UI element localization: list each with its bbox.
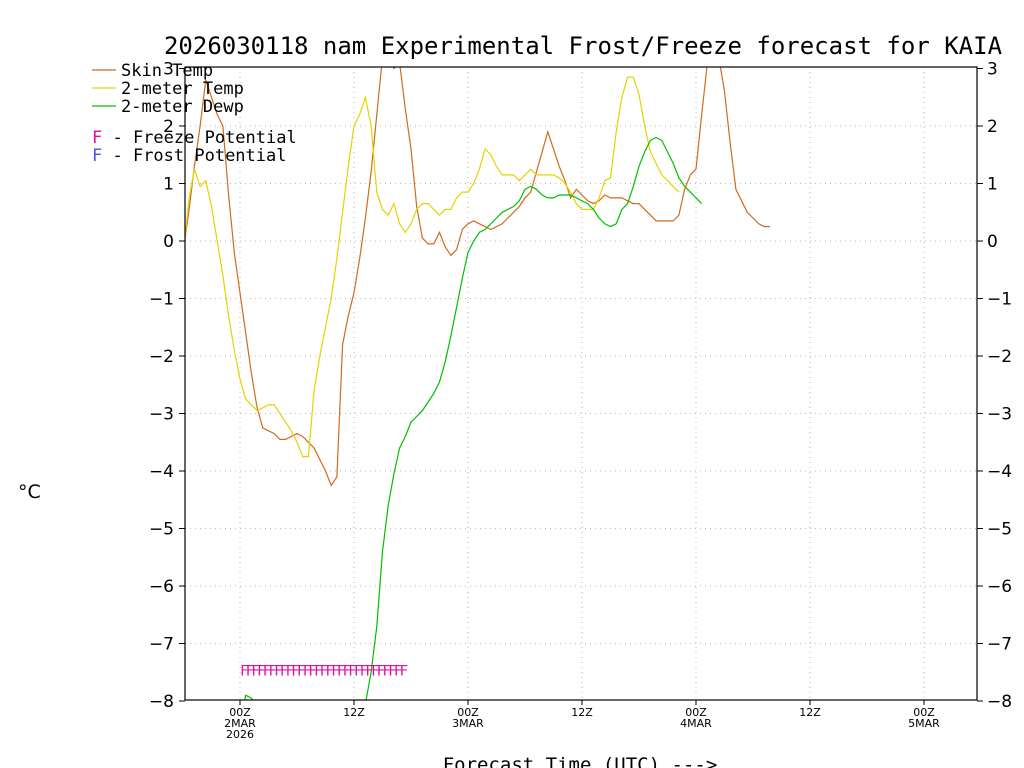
y-tick-label-left: 0 xyxy=(163,232,174,252)
y-tick-label-right: 2 xyxy=(987,117,998,137)
y-tick-label-left: 1 xyxy=(163,175,174,195)
x-tick-label: 00Z xyxy=(685,706,707,719)
x-tick-label: 4MAR xyxy=(680,717,712,730)
x-tick-label: 12Z xyxy=(343,706,365,719)
freeze-mark: F xyxy=(371,663,379,679)
freeze-mark: F xyxy=(308,663,316,679)
freeze-mark: F xyxy=(337,663,345,679)
y-tick-label-right: −1 xyxy=(987,290,1012,310)
freeze-mark: F xyxy=(251,663,259,679)
y-tick-label-left: −6 xyxy=(149,577,174,597)
potential-legend-item: F - Freeze Potential xyxy=(92,128,297,148)
x-axis-label: Forecast Time (UTC) ---> xyxy=(443,754,718,768)
freeze-mark: F xyxy=(348,663,356,679)
series-line-skin xyxy=(185,67,771,487)
x-tick-label: 00Z xyxy=(913,706,935,719)
y-tick-label-right: −3 xyxy=(987,405,1012,425)
y-tick-label-right: 3 xyxy=(987,60,998,80)
potential-legend-item: F - Frost Potential xyxy=(92,146,286,166)
y-tick-label-right: −6 xyxy=(987,577,1012,597)
freeze-mark: F xyxy=(303,663,311,679)
chart-title: 2026030118 nam Experimental Frost/Freeze… xyxy=(164,32,1003,60)
y-axis-label: °C xyxy=(18,481,41,503)
freeze-mark: F xyxy=(400,663,408,679)
series-lines xyxy=(185,67,771,700)
freeze-mark: F xyxy=(383,663,391,679)
freeze-mark: F xyxy=(320,663,328,679)
y-tick-label-left: −1 xyxy=(149,290,174,310)
series-line-dewp xyxy=(365,136,703,700)
freeze-mark: F xyxy=(257,663,265,679)
x-tick-label: 12Z xyxy=(571,706,593,719)
y-tick-label-right: −5 xyxy=(987,520,1012,540)
y-tick-label-right: −8 xyxy=(987,692,1012,712)
y-tick-label-right: 1 xyxy=(987,175,998,195)
y-tick-label-left: 2 xyxy=(163,117,174,137)
freeze-mark: F xyxy=(263,663,271,679)
freeze-mark: F xyxy=(377,663,385,679)
series-line-dewp xyxy=(244,694,254,700)
y-tick-label-left: −7 xyxy=(149,635,174,655)
legend-label-temp: 2-meter Temp xyxy=(121,79,244,99)
legend-label-skin: Skin Temp xyxy=(121,61,213,81)
y-tick-label-left: −8 xyxy=(149,692,174,712)
freeze-mark: F xyxy=(291,663,299,679)
y-tick-label-right: 0 xyxy=(987,232,998,252)
x-tick-label: 00Z xyxy=(229,706,251,719)
legend-label-dewp: 2-meter Dewp xyxy=(121,97,244,117)
x-tick-label: 2026 xyxy=(226,728,254,741)
freeze-mark: F xyxy=(360,663,368,679)
series-line-temp xyxy=(185,76,680,458)
x-tick-label: 12Z xyxy=(799,706,821,719)
y-tick-label-left: −5 xyxy=(149,520,174,540)
y-tick-label-right: −4 xyxy=(987,462,1012,482)
freeze-mark: F xyxy=(394,663,402,679)
freeze-mark: F xyxy=(280,663,288,679)
x-tick-label: 3MAR xyxy=(452,717,484,730)
freeze-mark: F xyxy=(331,663,339,679)
y-tick-label-right: −2 xyxy=(987,347,1012,367)
y-tick-label-left: 3 xyxy=(163,60,174,80)
freeze-mark: F xyxy=(240,663,248,679)
y-tick-label-left: −3 xyxy=(149,405,174,425)
freeze-mark: F xyxy=(269,663,277,679)
grid xyxy=(185,67,977,700)
y-axis-ticks: 3 3 2 2 1 1 0 0 −1 −1 −2 −2 −3 −3 −4 −4 −5 −5 −6 −6 −7 −7 −8 −8 xyxy=(149,60,1012,713)
freeze-mark: F xyxy=(297,663,305,679)
freeze-mark: F xyxy=(326,663,334,679)
x-tick-label: 5MAR xyxy=(908,717,940,730)
freeze-mark: F xyxy=(388,663,396,679)
freeze-mark: F xyxy=(365,663,373,679)
y-tick-label-left: −2 xyxy=(149,347,174,367)
x-tick-label: 2MAR xyxy=(224,717,256,730)
y-tick-label-right: −7 xyxy=(987,635,1012,655)
freeze-mark: F xyxy=(343,663,351,679)
x-tick-label: 00Z xyxy=(457,706,479,719)
freeze-mark: F xyxy=(274,663,282,679)
y-tick-label-left: −4 xyxy=(149,462,174,482)
plot-frame xyxy=(184,66,978,701)
freeze-mark: F xyxy=(354,663,362,679)
freeze-mark: F xyxy=(314,663,322,679)
freeze-mark: F xyxy=(246,663,254,679)
freeze-mark: F xyxy=(286,663,294,679)
